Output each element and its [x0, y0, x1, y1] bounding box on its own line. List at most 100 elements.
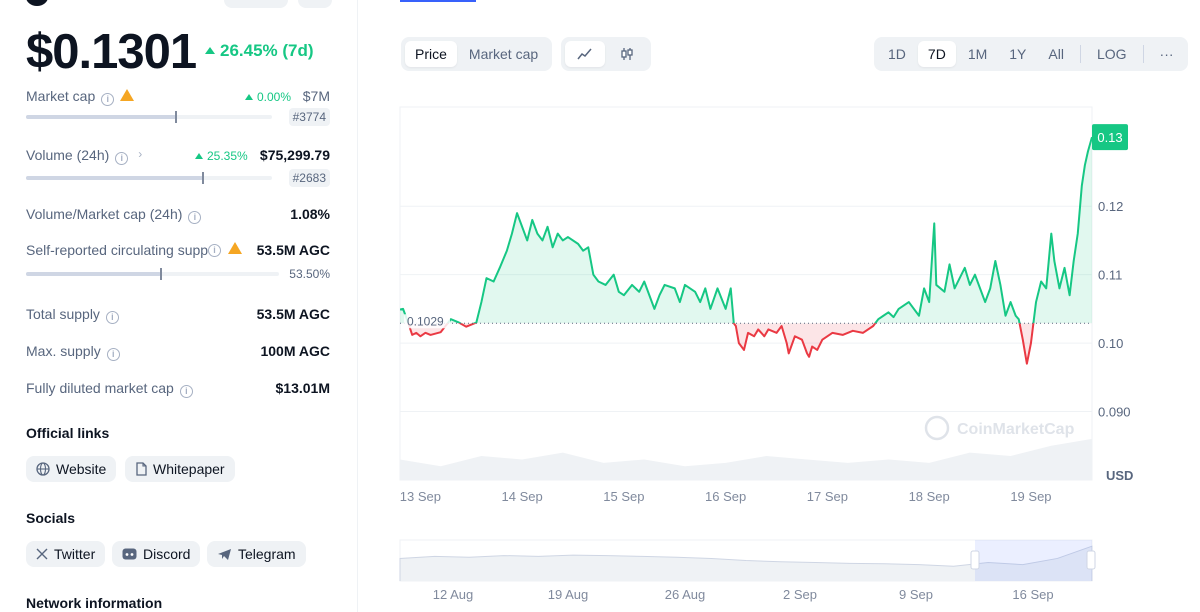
navigator-handle-left [970, 550, 980, 570]
y-tick-label: 0.11 [1098, 268, 1122, 283]
range-7d[interactable]: 7D [917, 41, 956, 67]
navigator-tick-label: 26 Aug [665, 587, 706, 602]
navigator-tick-label: 19 Aug [548, 587, 589, 602]
globe-icon [36, 462, 50, 476]
total-supply-label-text: Total supply [26, 306, 100, 322]
chart-type-toggle [561, 37, 651, 71]
navigator-area [400, 546, 1092, 581]
warning-icon[interactable] [120, 89, 135, 101]
telegram-link[interactable]: Telegram [207, 541, 306, 567]
line-chart-icon [577, 48, 592, 60]
info-icon[interactable]: i [179, 385, 193, 398]
up-arrow-icon [205, 47, 215, 54]
candlestick-button[interactable] [607, 41, 647, 67]
info-icon[interactable]: i [115, 152, 129, 165]
price-line-up [400, 136, 1093, 324]
document-icon [136, 462, 147, 476]
fdv-label-text: Fully diluted market cap [26, 380, 174, 396]
circulating-supply-label-text: Self-reported circulating supp [26, 242, 209, 258]
y-axis-unit: USD [1106, 468, 1133, 483]
info-icon[interactable]: i [188, 211, 202, 224]
circulating-supply-label: Self-reported circulating supp [26, 242, 221, 258]
y-tick-label: 0.10 [1098, 336, 1123, 351]
volume-change-text: 25.35% [207, 149, 248, 163]
x-icon [36, 548, 48, 560]
chevron-right-icon[interactable]: › [138, 147, 143, 161]
info-icon[interactable]: i [105, 311, 119, 324]
market-cap-label-text: Market cap [26, 88, 96, 104]
navigator-tick-label: 9 Sep [899, 587, 933, 602]
total-supply-value: 53.5M AGC [256, 306, 330, 322]
circulating-supply-value: 53.5M AGC [256, 242, 330, 258]
y-tick-label: 0.12 [1098, 199, 1123, 214]
log-scale-button[interactable]: LOG [1096, 46, 1127, 62]
range-1m[interactable]: 1M [967, 46, 988, 62]
tab-market-cap[interactable]: Market cap [468, 46, 539, 62]
whitepaper-link[interactable]: Whitepaper [125, 456, 235, 482]
range-1y[interactable]: 1Y [1009, 46, 1027, 62]
website-link[interactable]: Website [26, 456, 117, 482]
more-options-button[interactable]: ··· [1159, 46, 1174, 62]
up-arrow-icon [245, 94, 253, 100]
market-cap-bar [26, 111, 272, 123]
header-more-button[interactable] [298, 0, 332, 8]
warning-icon[interactable] [228, 242, 242, 254]
x-tick-label: 15 Sep [603, 489, 644, 504]
price-area-down [400, 323, 1092, 364]
circulating-supply-percent: 53.50% [289, 267, 330, 281]
line-chart-button[interactable] [565, 41, 605, 67]
telegram-icon [218, 548, 231, 560]
whitepaper-link-label: Whitepaper [153, 461, 225, 477]
range-1d[interactable]: 1D [888, 46, 906, 62]
vol-mcap-label-text: Volume/Market cap (24h) [26, 206, 183, 222]
tab-price[interactable]: Price [405, 41, 457, 67]
x-tick-label: 16 Sep [705, 489, 746, 504]
info-icon[interactable]: i [106, 348, 120, 361]
circulating-supply-bar [26, 268, 279, 280]
market-cap-value: $7M [302, 88, 330, 104]
twitter-link[interactable]: Twitter [26, 541, 106, 567]
navigator-tick-label: 2 Sep [783, 587, 817, 602]
market-cap-rank: #3774 [288, 108, 330, 126]
volume-label-text: Volume (24h) [26, 147, 110, 163]
current-price: $0.1301 [26, 25, 197, 79]
watermark-text: CoinMarketCap [957, 421, 1075, 438]
twitter-link-label: Twitter [54, 546, 96, 562]
coin-stats-panel: $0.1301 26.45% (7d) Market cap i 0.00% $7… [0, 0, 358, 612]
navigator-line [399, 545, 1093, 581]
range-separator [1142, 45, 1144, 63]
navigator-handle-right [1086, 550, 1096, 570]
max-supply-label: Max. supply i [26, 343, 120, 361]
volume-value: $75,299.79 [259, 147, 330, 163]
fdv-label: Fully diluted market cap i [26, 380, 193, 398]
metric-toggle: Price Market cap [401, 37, 553, 71]
info-icon[interactable]: i [208, 244, 221, 257]
market-cap-bar-fill [26, 115, 177, 119]
volume-rank: #2683 [288, 169, 330, 187]
baseline-label-bg [404, 314, 450, 329]
volume-change: 25.35% [195, 149, 248, 163]
discord-link[interactable]: Discord [112, 541, 201, 567]
candlestick-icon [621, 48, 633, 60]
max-supply-value: 100M AGC [260, 343, 330, 359]
official-links-title: Official links [26, 425, 110, 441]
market-cap-label: Market cap i [26, 88, 135, 106]
price-change-7d: 26.45% (7d) [205, 41, 314, 61]
navigator-selection [975, 540, 1092, 581]
header-action-button[interactable] [224, 0, 288, 8]
range-all[interactable]: All [1048, 46, 1064, 62]
website-link-label: Website [56, 461, 107, 477]
total-supply-label: Total supply i [26, 306, 119, 324]
info-icon[interactable]: i [101, 93, 115, 106]
navigator-tick-label: 16 Sep [1012, 587, 1053, 602]
coinmarketcap-watermark: CoinMarketCap [924, 415, 1075, 441]
baseline-label: 0.1029 [407, 314, 444, 328]
current-price-tag [1092, 124, 1128, 151]
x-tick-label: 14 Sep [502, 489, 543, 504]
volume-label: Volume (24h) i › [26, 147, 142, 165]
discord-icon [122, 548, 137, 560]
socials-title: Socials [26, 510, 76, 526]
vol-mcap-label: Volume/Market cap (24h) i [26, 206, 202, 224]
up-arrow-icon [195, 153, 203, 159]
